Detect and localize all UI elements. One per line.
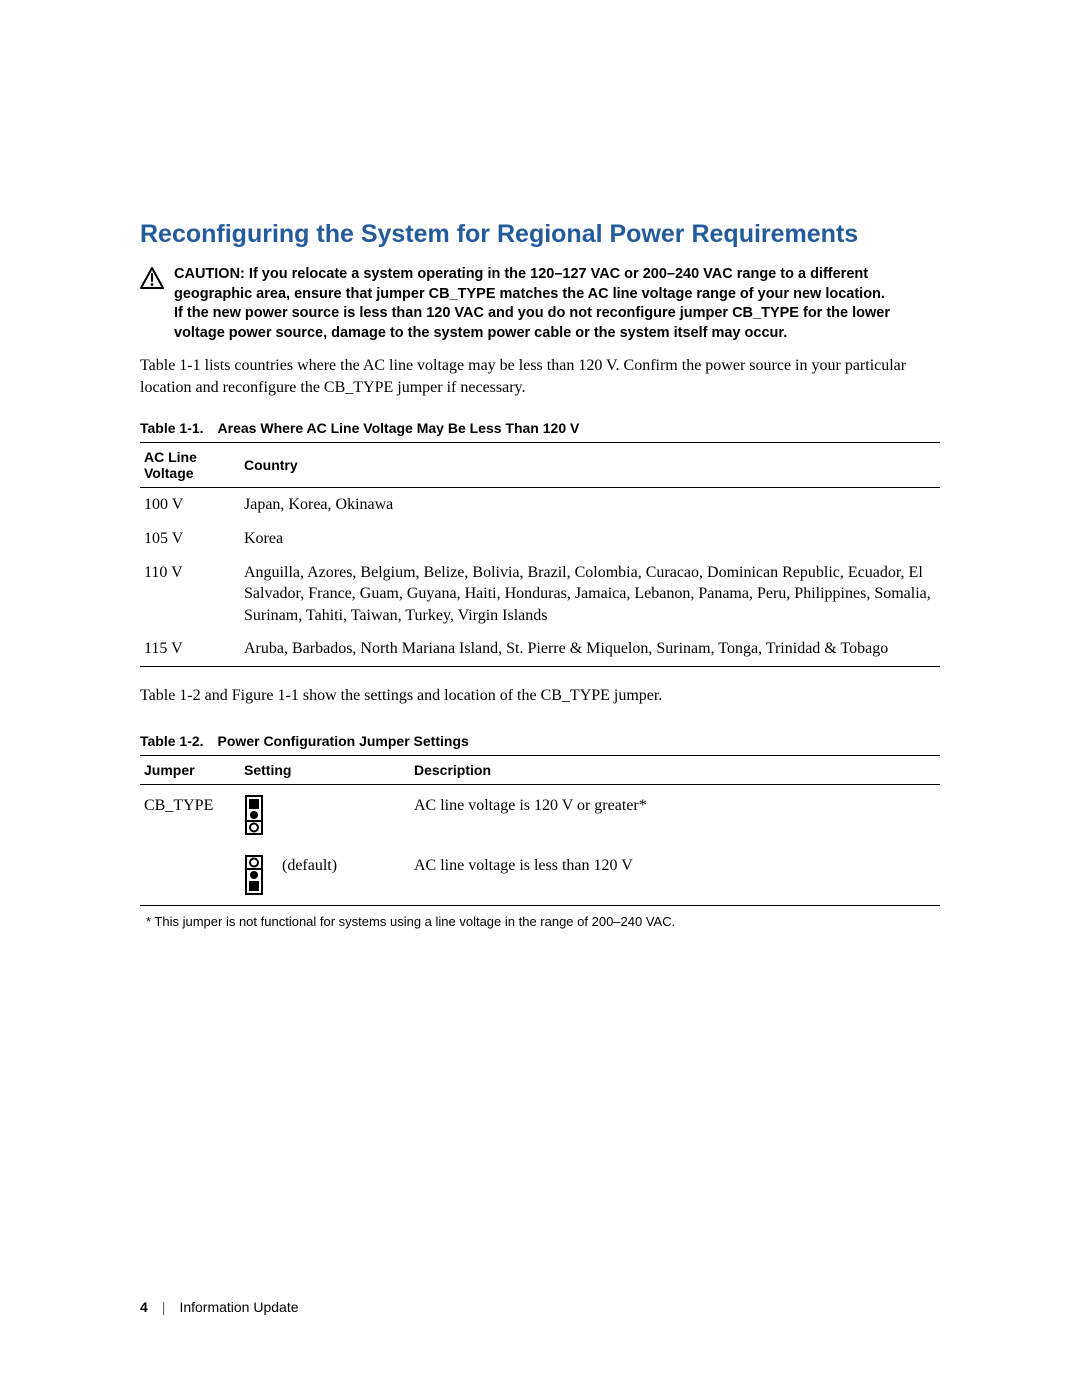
table-row: (default) AC line voltage is less than 1… [140, 845, 940, 906]
table1-cell: Anguilla, Azores, Belgium, Belize, Boliv… [240, 556, 940, 633]
caution-block: CAUTION: If you relocate a system operat… [140, 265, 940, 343]
setting-default-label: (default) [282, 857, 337, 874]
table2-cell-setting [240, 784, 410, 845]
table2-caption-title: Power Configuration Jumper Settings [218, 733, 469, 749]
table1-header-voltage: AC Line Voltage [140, 443, 240, 488]
table1-cell: 105 V [140, 522, 240, 556]
table2-header-description: Description [410, 755, 940, 784]
table2-header-setting: Setting [240, 755, 410, 784]
table2-caption: Table 1-2. Power Configuration Jumper Set… [140, 733, 940, 749]
table1-caption: Table 1-1. Areas Where AC Line Voltage Ma… [140, 420, 940, 436]
table2-caption-label: Table 1-2. [140, 733, 204, 749]
table-row: 110 V Anguilla, Azores, Belgium, Belize,… [140, 556, 940, 633]
table1-cell: Korea [240, 522, 940, 556]
table2-cell-desc: AC line voltage is 120 V or greater* [410, 784, 940, 845]
page-heading: Reconfiguring the System for Regional Po… [140, 220, 940, 249]
table2-cell-setting: (default) [240, 845, 410, 906]
jumper-bottom-icon [244, 855, 264, 895]
footer-section: Information Update [179, 1299, 298, 1315]
table1-caption-title: Areas Where AC Line Voltage May Be Less … [218, 420, 580, 436]
document-page: Reconfiguring the System for Regional Po… [0, 0, 1080, 1397]
page-number: 4 [140, 1299, 148, 1315]
table2-cell-jumper: CB_TYPE [140, 784, 240, 845]
voltage-table: AC Line Voltage Country 100 V Japan, Kor… [140, 442, 940, 667]
jumper-table: Jumper Setting Description CB_TYPE [140, 755, 940, 906]
table2-footnote: * This jumper is not functional for syst… [146, 914, 940, 929]
caution-text: CAUTION: If you relocate a system operat… [174, 265, 940, 343]
table1-cell: Aruba, Barbados, North Mariana Island, S… [240, 632, 940, 666]
caution-body: If you relocate a system operating in th… [174, 266, 890, 341]
footer-divider: | [162, 1299, 166, 1315]
table1-caption-label: Table 1-1. [140, 420, 204, 436]
table2-cell-desc: AC line voltage is less than 120 V [410, 845, 940, 906]
table-row: 105 V Korea [140, 522, 940, 556]
table-row: 115 V Aruba, Barbados, North Mariana Isl… [140, 632, 940, 666]
table1-cell: 115 V [140, 632, 240, 666]
table1-cell: 100 V [140, 488, 240, 522]
table1-cell: Japan, Korea, Okinawa [240, 488, 940, 522]
caution-label: CAUTION: [174, 266, 249, 282]
between-paragraph: Table 1-2 and Figure 1-1 show the settin… [140, 685, 940, 707]
table-row: CB_TYPE AC line voltage is 120 V or grea… [140, 784, 940, 845]
table1-cell: 110 V [140, 556, 240, 633]
table1-header-country: Country [240, 443, 940, 488]
page-footer: 4 | Information Update [140, 1299, 299, 1315]
intro-paragraph: Table 1-1 lists countries where the AC l… [140, 355, 940, 398]
caution-icon [140, 267, 164, 289]
table2-header-jumper: Jumper [140, 755, 240, 784]
table-row: 100 V Japan, Korea, Okinawa [140, 488, 940, 522]
table2-cell-jumper [140, 845, 240, 906]
jumper-top-icon [244, 795, 264, 835]
